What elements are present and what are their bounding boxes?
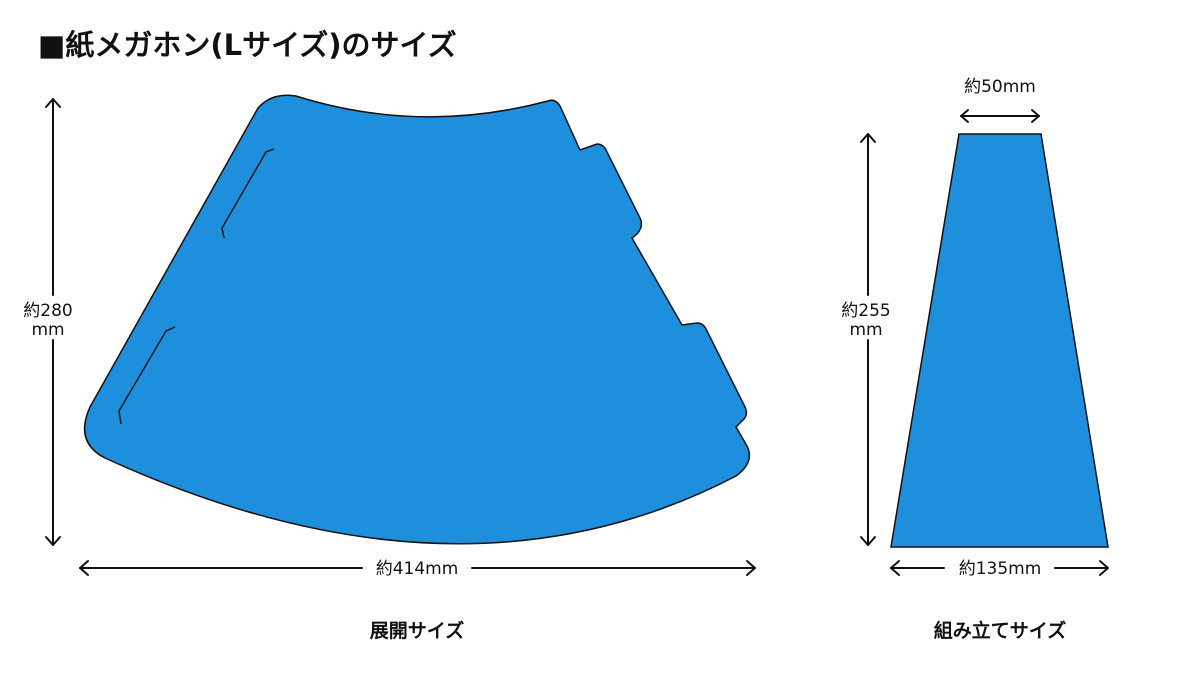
- unfolded-height-label: 約280: [23, 301, 72, 321]
- unfolded-height-arrow: [45, 98, 61, 546]
- unfolded-caption: 展開サイズ: [370, 619, 464, 642]
- unfolded-width-arrow: [79, 560, 756, 576]
- unfolded-megaphone-shape: [83, 94, 751, 545]
- assembled-top-arrow: [960, 109, 1040, 123]
- assembled-height-label: 約255: [841, 301, 890, 321]
- assembled-bottom-arrow: [890, 560, 1109, 576]
- unfolded-width-label: 約414mm: [376, 559, 459, 579]
- assembled-megaphone-shape: [890, 133, 1109, 548]
- unfolded-shape-group: [83, 94, 751, 545]
- assembled-height-unit: mm: [849, 320, 882, 340]
- assembled-height-arrow: [860, 133, 876, 546]
- assembled-top-label: 約50mm: [964, 77, 1036, 97]
- assembled-bottom-label: 約135mm: [959, 559, 1042, 579]
- unfolded-height-unit: mm: [31, 320, 64, 340]
- fold-line-upper: [221, 148, 275, 239]
- page-title: ■紙メガホン(Lサイズ)のサイズ: [38, 28, 457, 62]
- assembled-caption: 組み立てサイズ: [934, 619, 1066, 642]
- fold-line-lower: [118, 326, 176, 425]
